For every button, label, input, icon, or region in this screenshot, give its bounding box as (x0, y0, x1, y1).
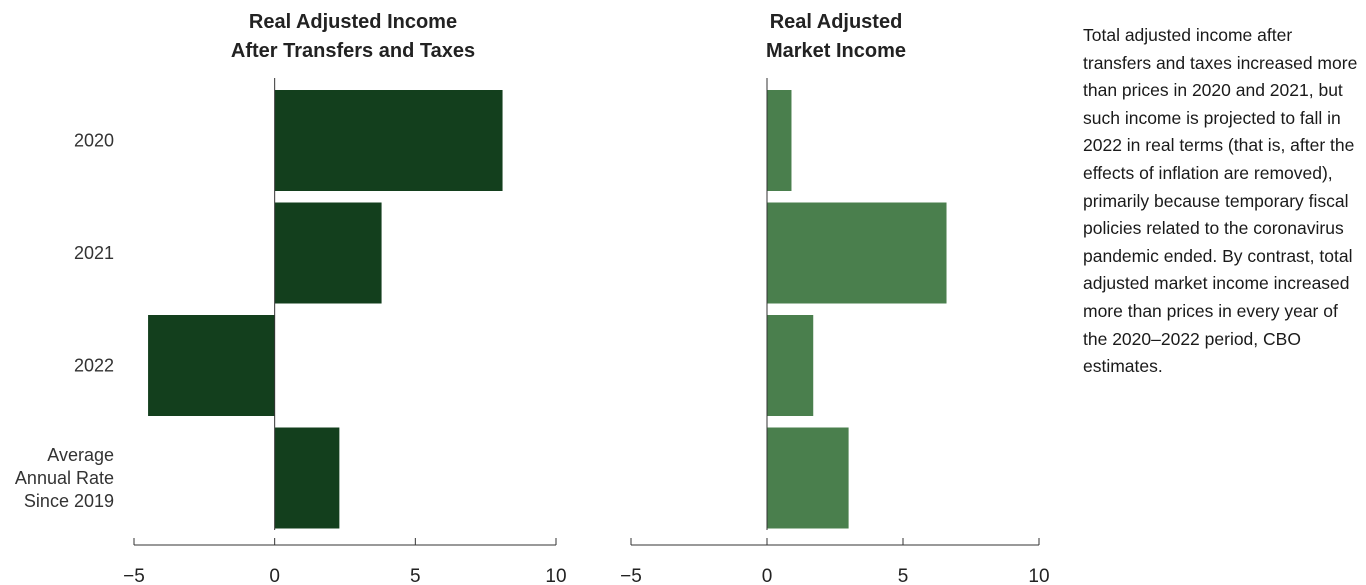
panel-2-bar-4 (767, 427, 849, 529)
panel-2-title-line-2: Market Income (766, 40, 906, 62)
category-label-4-line-3: Since 2019 (24, 491, 114, 511)
panel-1-x-tick-label-3: 5 (410, 566, 421, 585)
category-label-4-line-2: Annual Rate (15, 468, 114, 488)
panel-1-title-line-2: After Transfers and Taxes (231, 40, 475, 62)
panel-2-bar-1 (767, 90, 792, 191)
panel-2-x-tick-label-2: 0 (762, 566, 773, 585)
panel-1-bar-3 (148, 315, 275, 416)
category-label-2: 2021 (74, 243, 114, 263)
panel-2-x-tick-label-4: 10 (1028, 566, 1049, 585)
panel-2-x-tick-label-1: −5 (620, 566, 642, 585)
chart-note: Total adjusted income after transfers an… (1083, 25, 1358, 377)
panel-1-bar-1 (274, 90, 503, 191)
panel-2-bar-2 (767, 202, 947, 304)
category-label-1: 2020 (74, 131, 114, 151)
category-label-3: 2022 (74, 356, 114, 376)
panel-1-x-tick-label-4: 10 (545, 566, 566, 585)
panel-1-x-tick-label-2: 0 (269, 566, 280, 585)
panel-1-title-line-1: Real Adjusted Income (249, 11, 457, 33)
panel-1-bar-4 (274, 427, 340, 529)
panel-2-bar-3 (767, 315, 814, 416)
category-label-4-line-1: Average (47, 445, 114, 465)
panel-2-x-tick-label-3: 5 (898, 566, 909, 585)
panel-1-x-tick-label-1: −5 (123, 566, 145, 585)
panel-1-bar-2 (274, 202, 382, 304)
panel-2-title-line-1: Real Adjusted (770, 11, 903, 33)
